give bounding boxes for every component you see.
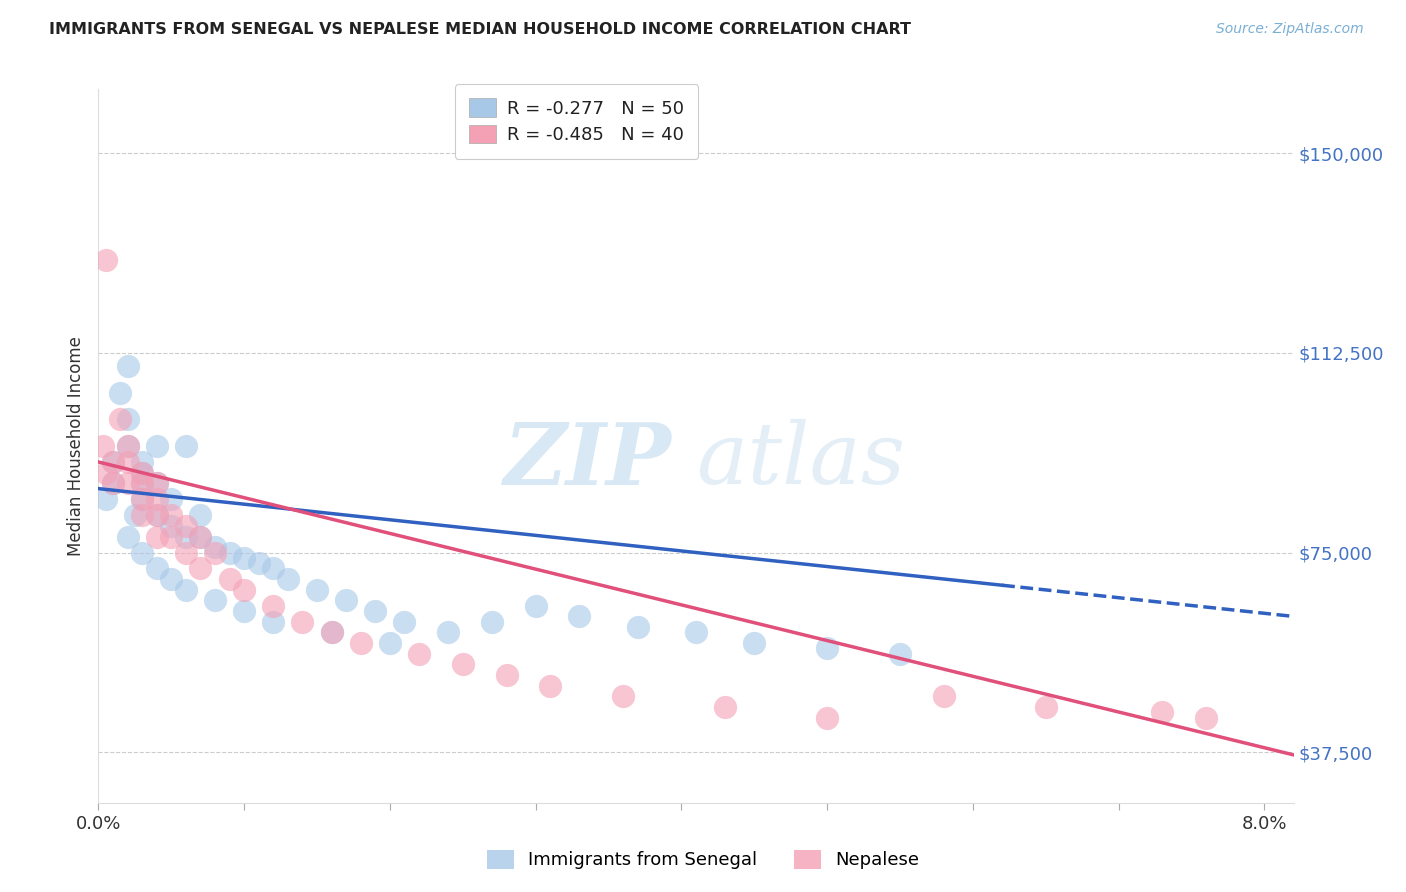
- Point: [190, 561, 212, 575]
- Y-axis label: Median Household Income: Median Household Income: [66, 336, 84, 556]
- Point: [233, 604, 256, 618]
- Point: [742, 636, 765, 650]
- Point: [131, 455, 153, 469]
- Point: [131, 466, 153, 480]
- Point: [378, 636, 401, 650]
- Point: [145, 476, 167, 491]
- Point: [815, 641, 838, 656]
- Point: [131, 492, 153, 507]
- Point: [262, 599, 284, 613]
- Point: [190, 529, 212, 543]
- Point: [568, 609, 591, 624]
- Point: [145, 508, 167, 523]
- Point: [124, 508, 146, 523]
- Point: [204, 545, 226, 559]
- Point: [204, 593, 226, 607]
- Point: [117, 439, 139, 453]
- Legend: Immigrants from Senegal, Nepalese: Immigrants from Senegal, Nepalese: [478, 841, 928, 879]
- Point: [394, 615, 416, 629]
- Point: [145, 561, 167, 575]
- Point: [160, 508, 183, 523]
- Point: [160, 519, 183, 533]
- Point: [174, 582, 197, 597]
- Point: [262, 561, 284, 575]
- Point: [160, 529, 183, 543]
- Point: [94, 492, 117, 507]
- Point: [321, 625, 343, 640]
- Point: [117, 529, 139, 543]
- Point: [714, 700, 737, 714]
- Point: [145, 439, 167, 453]
- Text: Source: ZipAtlas.com: Source: ZipAtlas.com: [1216, 22, 1364, 37]
- Point: [190, 508, 212, 523]
- Point: [277, 572, 299, 586]
- Point: [174, 519, 197, 533]
- Text: IMMIGRANTS FROM SENEGAL VS NEPALESE MEDIAN HOUSEHOLD INCOME CORRELATION CHART: IMMIGRANTS FROM SENEGAL VS NEPALESE MEDI…: [49, 22, 911, 37]
- Point: [350, 636, 373, 650]
- Point: [233, 550, 256, 565]
- Point: [117, 476, 139, 491]
- Point: [1152, 706, 1174, 720]
- Point: [117, 439, 139, 453]
- Point: [451, 657, 474, 672]
- Point: [131, 466, 153, 480]
- Legend: R = -0.277   N = 50, R = -0.485   N = 40: R = -0.277 N = 50, R = -0.485 N = 40: [454, 84, 699, 159]
- Point: [218, 572, 240, 586]
- Point: [932, 690, 955, 704]
- Point: [495, 668, 517, 682]
- Point: [94, 252, 117, 267]
- Point: [94, 466, 117, 480]
- Point: [364, 604, 387, 618]
- Point: [305, 582, 328, 597]
- Point: [131, 508, 153, 523]
- Point: [160, 572, 183, 586]
- Point: [110, 412, 132, 426]
- Point: [247, 556, 270, 570]
- Point: [160, 492, 183, 507]
- Point: [117, 455, 139, 469]
- Point: [145, 529, 167, 543]
- Point: [627, 620, 650, 634]
- Point: [91, 439, 114, 453]
- Text: atlas: atlas: [696, 419, 905, 501]
- Point: [815, 710, 838, 724]
- Point: [321, 625, 343, 640]
- Point: [408, 647, 430, 661]
- Point: [174, 545, 197, 559]
- Point: [218, 545, 240, 559]
- Text: ZIP: ZIP: [505, 418, 672, 502]
- Point: [291, 615, 314, 629]
- Point: [538, 679, 561, 693]
- Point: [131, 476, 153, 491]
- Point: [233, 582, 256, 597]
- Point: [145, 508, 167, 523]
- Point: [145, 492, 167, 507]
- Point: [612, 690, 634, 704]
- Point: [110, 385, 132, 400]
- Point: [174, 529, 197, 543]
- Point: [262, 615, 284, 629]
- Point: [101, 476, 124, 491]
- Point: [685, 625, 707, 640]
- Point: [117, 359, 139, 373]
- Point: [190, 529, 212, 543]
- Point: [204, 540, 226, 554]
- Point: [174, 439, 197, 453]
- Point: [131, 492, 153, 507]
- Point: [481, 615, 503, 629]
- Point: [117, 412, 139, 426]
- Point: [335, 593, 357, 607]
- Point: [131, 545, 153, 559]
- Point: [101, 455, 124, 469]
- Point: [101, 476, 124, 491]
- Point: [145, 476, 167, 491]
- Point: [131, 476, 153, 491]
- Point: [889, 647, 911, 661]
- Point: [524, 599, 547, 613]
- Point: [1035, 700, 1057, 714]
- Point: [437, 625, 460, 640]
- Point: [101, 455, 124, 469]
- Point: [1195, 710, 1218, 724]
